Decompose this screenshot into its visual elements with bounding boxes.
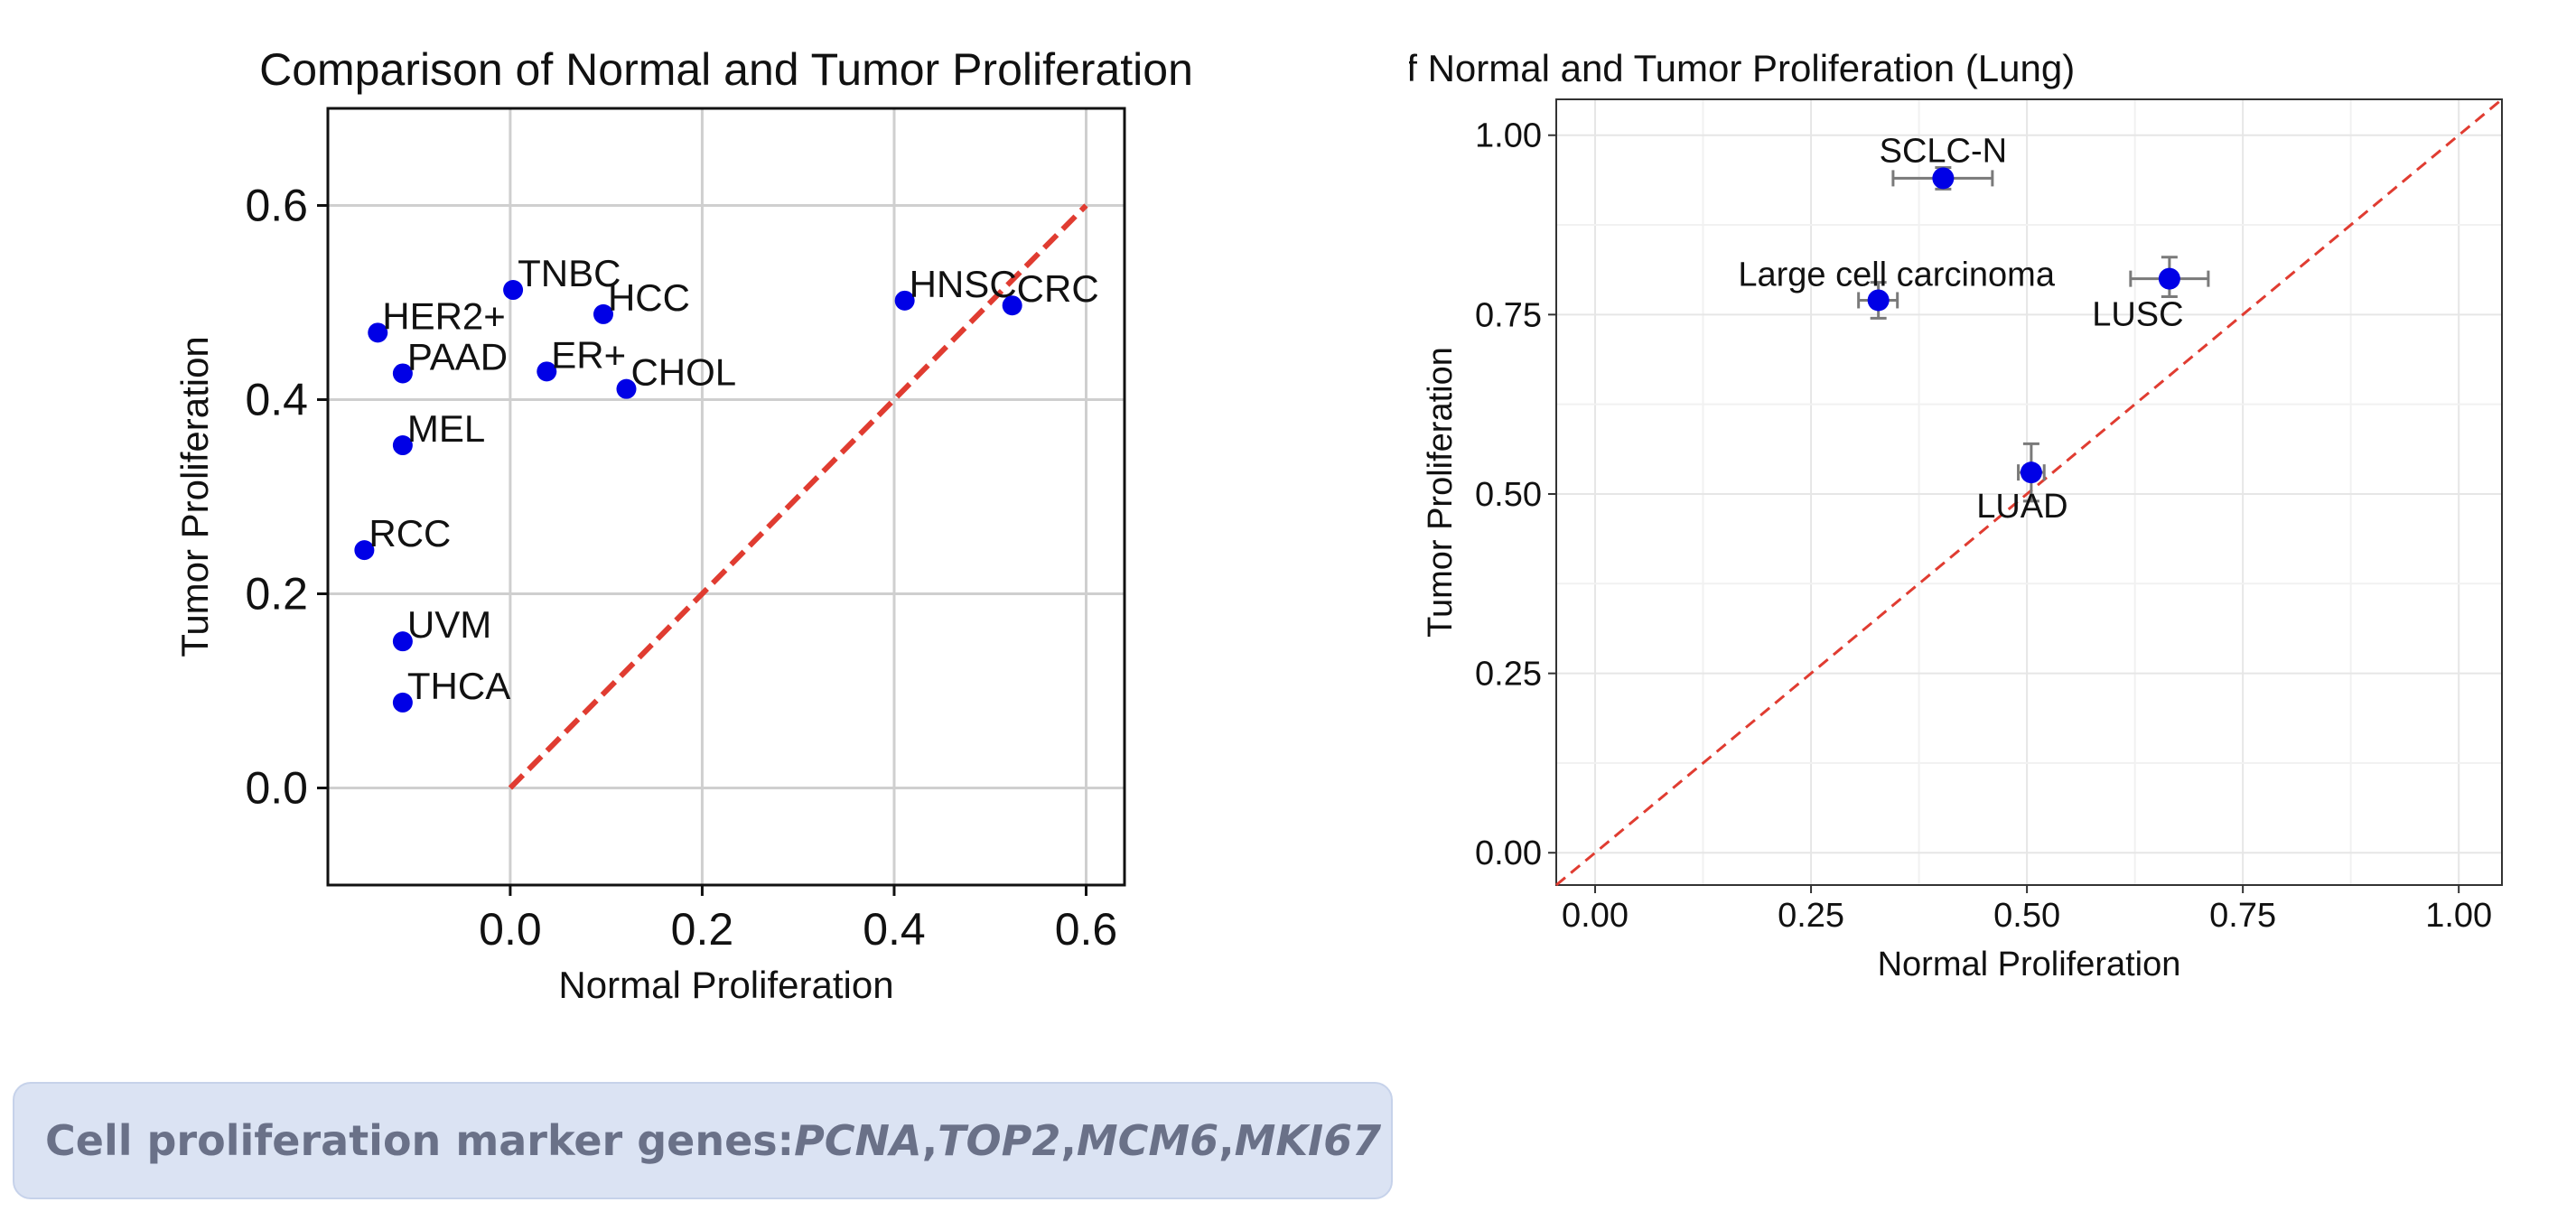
y-tick-label: 0.25	[1475, 656, 1542, 694]
x-tick-label: 0.2	[671, 904, 734, 955]
point-tnbc	[503, 280, 524, 301]
point-label-thca: THCA	[407, 665, 510, 707]
point-sclc-n	[1932, 167, 1955, 190]
point-label-tnbc: TNBC	[518, 252, 621, 294]
point-label-mel: MEL	[407, 407, 485, 450]
x-axis-label: Normal Proliferation	[558, 964, 893, 1006]
gene-pcna: PCNA	[794, 1116, 922, 1165]
x-axis-label: Normal Proliferation	[1878, 946, 2181, 983]
y-tick-label: 0.2	[245, 569, 308, 620]
y-tick-label: 1.00	[1475, 117, 1542, 155]
point-label-hnsc: HNSC	[910, 263, 1017, 305]
gene-mki67: MKI67	[1234, 1116, 1382, 1165]
proliferation-chart-lung: 0.00 0.25 0.50 0.75 1.00 0.00 0.25 0.50 0.75 1.00…	[1409, 47, 2503, 983]
y-axis-label: Tumor Proliferation	[1422, 347, 1460, 638]
point-label-large-cell-carcinoma: Large cell carcinoma	[1738, 256, 2055, 294]
point-paad	[392, 363, 413, 384]
gene-separator: ,	[921, 1116, 938, 1165]
chart-title: Comparison of Normal and Tumor Prolifera…	[259, 44, 1193, 95]
x-tick-label: 0.00	[1562, 897, 1629, 935]
point-large-cell-carcinoma	[1867, 289, 1890, 312]
y-tick-label: 0.50	[1475, 476, 1542, 514]
y-axis-label: Tumor Proliferation	[173, 336, 216, 657]
point-her2	[368, 322, 388, 343]
y-tick-label: 0.6	[245, 181, 308, 231]
gene-separator: ,	[1218, 1116, 1235, 1165]
plot-frame	[1555, 98, 2503, 886]
point-label-luad: LUAD	[1976, 488, 2067, 526]
point-label-her2: HER2+	[382, 294, 506, 337]
point-label-sclc-n: SCLC-N	[1880, 132, 2007, 170]
plot-frame	[326, 107, 1126, 887]
point-label-paad: PAAD	[407, 335, 508, 377]
point-label-chol: CHOL	[630, 351, 736, 394]
chart-title: Comparison of Normal and Tumor Prolifera…	[1409, 47, 2075, 89]
point-label-lusc: LUSC	[2092, 296, 2183, 334]
point-label-rcc: RCC	[369, 512, 451, 555]
y-tick-label: 0.4	[245, 375, 308, 425]
point-luad	[2020, 461, 2042, 484]
gene-separator: ,	[1060, 1116, 1077, 1165]
point-hcc	[593, 303, 613, 324]
point-lusc	[2158, 267, 2180, 290]
point-uvm	[392, 631, 413, 652]
identity-line	[1555, 98, 2503, 887]
point-rcc	[354, 540, 375, 561]
x-tick-label: 0.50	[1993, 897, 2060, 935]
point-crc	[1002, 295, 1022, 316]
point-chol	[616, 378, 637, 399]
point-mel	[392, 435, 413, 456]
x-tick-label: 1.00	[2425, 897, 2492, 935]
point-thca	[392, 692, 413, 713]
x-tick-label: 0.0	[479, 904, 542, 955]
marker-genes-caption: Cell proliferation marker genes: PCNA , …	[13, 1082, 1393, 1199]
point-er	[537, 361, 557, 382]
x-tick-label: 0.25	[1778, 897, 1844, 935]
point-label-er: ER+	[551, 333, 626, 376]
gene-top2: TOP2	[938, 1116, 1061, 1165]
y-tick-label: 0.00	[1475, 834, 1542, 872]
x-tick-label: 0.75	[2209, 897, 2276, 935]
y-tick-label: 0.75	[1475, 296, 1542, 334]
y-tick-label: 0.0	[245, 763, 308, 814]
gene-mcm6: MCM6	[1076, 1116, 1219, 1165]
x-tick-label: 0.6	[1055, 904, 1118, 955]
x-tick-label: 0.4	[863, 904, 926, 955]
point-label-crc: CRC	[1017, 267, 1099, 310]
point-label-hcc: HCC	[608, 276, 690, 319]
point-label-uvm: UVM	[407, 603, 491, 646]
point-hnsc	[894, 290, 915, 311]
caption-prefix: Cell proliferation marker genes:	[45, 1116, 795, 1165]
identity-line	[508, 203, 1088, 790]
